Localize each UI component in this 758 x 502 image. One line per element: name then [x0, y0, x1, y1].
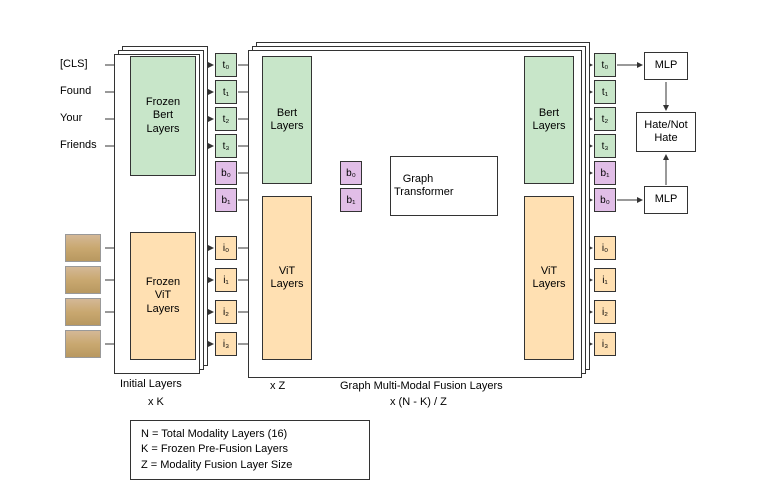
image-patch-2 [65, 298, 101, 326]
token-i1: i₁ [215, 268, 237, 292]
token-t1: t₁ [215, 80, 237, 104]
vit-layers-2: ViT Layers [524, 196, 574, 360]
out-token-b0: b₁ [594, 161, 616, 185]
bert-layers-1: Bert Layers [262, 56, 312, 184]
frozen-bert-box: Frozen Bert Layers [130, 56, 196, 176]
out-token-i3: i₃ [594, 332, 616, 356]
out-token-i2: i₂ [594, 300, 616, 324]
token-b1: b₁ [215, 188, 237, 212]
out-token-i0: i₀ [594, 236, 616, 260]
vit-layers-1: ViT Layers [262, 196, 312, 360]
token-i3: i₃ [215, 332, 237, 356]
image-patch-1 [65, 266, 101, 294]
out-token-b1: b₀ [594, 188, 616, 212]
bert-layers-2: Bert Layers [524, 56, 574, 184]
out-token-t1: t₁ [594, 80, 616, 104]
mlp-2: MLP [644, 186, 688, 214]
fusion-caption: Graph Multi-Modal Fusion Layers [340, 380, 503, 392]
input-your: Your [60, 112, 82, 124]
out-token-t0: t₀ [594, 53, 616, 77]
legend: N = Total Modality Layers (16) K = Froze… [130, 420, 370, 480]
graph-transformer-box: Graph Transformer [390, 156, 498, 216]
token-b0-mid: b₀ [340, 161, 362, 185]
legend-line2: K = Frozen Pre-Fusion Layers [141, 442, 359, 457]
token-b1-mid: b₁ [340, 188, 362, 212]
out-token-t3: t₃ [594, 134, 616, 158]
image-patch-3 [65, 330, 101, 358]
input-found: Found [60, 85, 91, 97]
token-t0: t₀ [215, 53, 237, 77]
initial-mult: x K [148, 396, 164, 408]
hate-result: Hate/Not Hate [636, 112, 696, 152]
token-i0: i₀ [215, 236, 237, 260]
fusion-mult-outer: x (N - K) / Z [390, 396, 447, 408]
token-t2: t₂ [215, 107, 237, 131]
image-patch-0 [65, 234, 101, 262]
input-friends: Friends [60, 139, 97, 151]
token-i2: i₂ [215, 300, 237, 324]
out-token-t2: t₂ [594, 107, 616, 131]
out-token-i1: i₁ [594, 268, 616, 292]
legend-line3: Z = Modality Fusion Layer Size [141, 458, 359, 473]
input-cls: [CLS] [60, 58, 88, 70]
token-t3: t₃ [215, 134, 237, 158]
initial-caption: Initial Layers [120, 378, 182, 390]
legend-line1: N = Total Modality Layers (16) [141, 427, 359, 442]
mlp-1: MLP [644, 52, 688, 80]
frozen-vit-box: Frozen ViT Layers [130, 232, 196, 360]
token-b0: b₀ [215, 161, 237, 185]
graph-transformer-label: Graph Transformer [394, 173, 442, 199]
fusion-mult-z: x Z [270, 380, 285, 392]
